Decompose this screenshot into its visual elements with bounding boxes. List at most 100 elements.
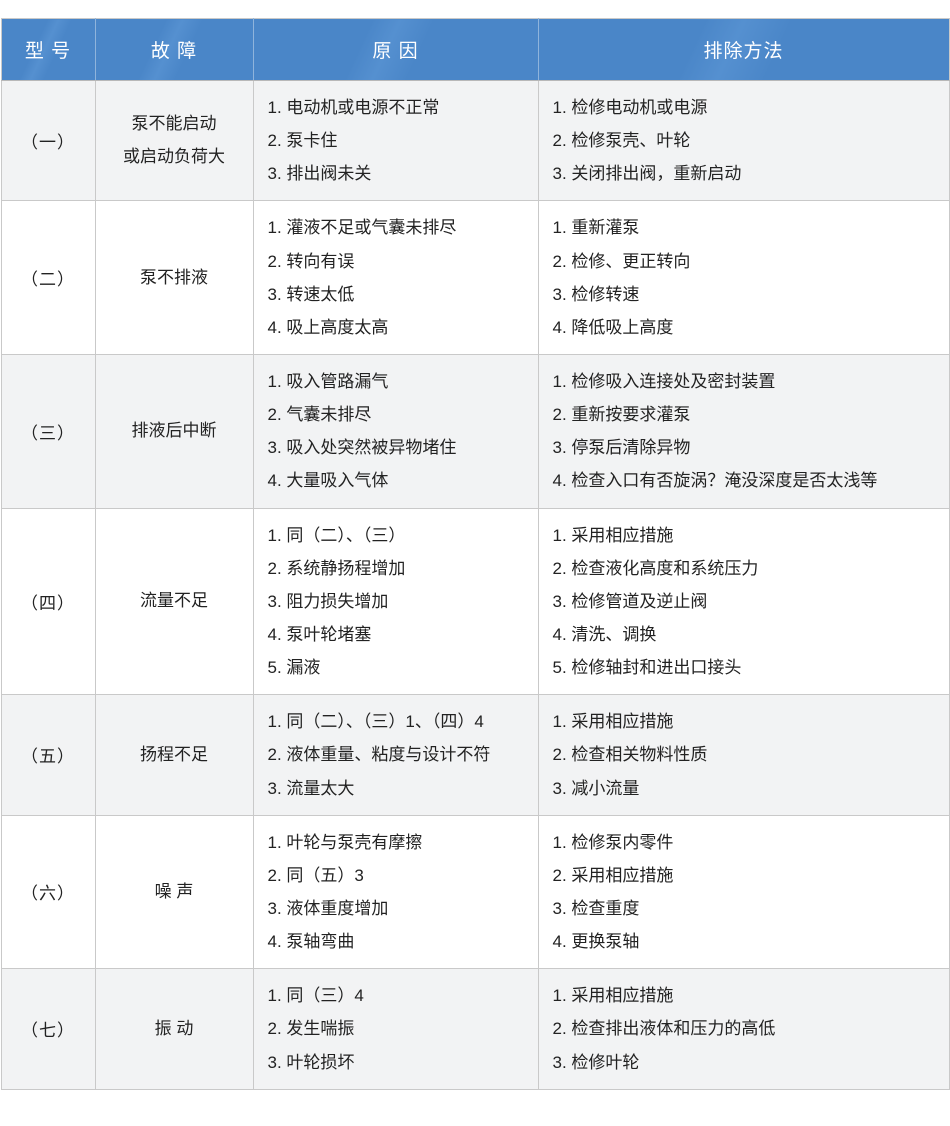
- fault-line: 振 动: [154, 1018, 194, 1038]
- cell-cause: 1. 吸入管路漏气 2. 气囊未排尽 3. 吸入处突然被异物堵住 4. 大量吸入气体: [253, 353, 539, 509]
- table-header: 型 号 故 障 原 因 排除方法: [1, 18, 949, 81]
- remedy-item: 1. 采用相应措施: [552, 712, 674, 732]
- cell-cause: 1. 电动机或电源不正常 2. 泵卡住 3. 排出阀未关: [253, 79, 539, 201]
- cell-remedy: 1. 重新灌泵 2. 检修、更正转向 3. 检修转速 4. 降低吸上高度: [538, 200, 949, 355]
- cause-item: 2. 转向有误: [267, 251, 355, 271]
- remedy-item: 2. 检查排出液体和压力的高低: [552, 1019, 776, 1039]
- fault-line: 流量不足: [140, 591, 208, 611]
- cause-item: 2. 泵卡住: [267, 131, 338, 151]
- remedy-item: 1. 检修吸入连接处及密封装置: [552, 371, 776, 391]
- cause-item: 1. 同（三）4: [267, 986, 364, 1006]
- header-row: 型 号 故 障 原 因 排除方法: [1, 18, 949, 81]
- remedy-item: 3. 检修管道及逆止阀: [552, 591, 708, 611]
- cell-cause: 1. 灌液不足或气囊未排尽 2. 转向有误 3. 转速太低 4. 吸上高度太高: [253, 200, 539, 355]
- remedy-item: 2. 检查液化高度和系统压力: [552, 558, 759, 578]
- cause-item: 1. 同（二）、（三）: [267, 525, 406, 545]
- cell-fault: 振 动: [95, 968, 254, 1090]
- remedy-item: 3. 关闭排出阀，重新启动: [552, 164, 742, 184]
- cause-item: 3. 转速太低: [267, 284, 355, 304]
- cell-remedy: 1. 检修吸入连接处及密封装置 2. 重新按要求灌泵 3. 停泵后清除异物 4. 检查…: [538, 353, 949, 509]
- cell-fault: 扬程不足: [95, 694, 254, 816]
- cause-item: 1. 电动机或电源不正常: [267, 98, 440, 117]
- cell-remedy: 1. 采用相应措施 2. 检查液化高度和系统压力 3. 检修管道及逆止阀 4. 清洗、…: [538, 507, 949, 695]
- remedy-item: 1. 重新灌泵: [552, 218, 640, 238]
- cause-item: 4. 吸上高度太高: [267, 317, 389, 337]
- remedy-item: 2. 检修泵壳、叶轮: [552, 131, 691, 151]
- pump-troubleshooting-table: 型 号 故 障 原 因 排除方法 （一） 泵不能启动 或启动负荷大 1. 电动机或电源…: [0, 18, 950, 1090]
- cell-fault: 噪 声: [95, 814, 254, 969]
- table-row: （四） 流量不足 1. 同（二）、（三） 2. 系统静扬程增加 3. 阻力损失增加 4. …: [1, 507, 949, 695]
- cause-item: 5. 漏液: [267, 658, 321, 678]
- cell-remedy-list: 1. 重新灌泵 2. 检修、更正转向 3. 检修转速 4. 降低吸上高度: [553, 211, 949, 344]
- cell-model: （一）: [1, 79, 96, 201]
- remedy-item: 4. 检查入口有否旋涡？淹没深度是否太浅等: [552, 471, 878, 491]
- cell-cause-list: 1. 吸入管路漏气 2. 气囊未排尽 3. 吸入处突然被异物堵住 4. 大量吸入气体: [268, 365, 538, 498]
- remedy-item: 3. 检查重度: [552, 898, 640, 918]
- fault-line: 排液后中断: [131, 421, 217, 441]
- table-row: （一） 泵不能启动 或启动负荷大 1. 电动机或电源不正常 2. 泵卡住 3. 排出阀未关…: [1, 79, 949, 201]
- cause-item: 2. 发生喘振: [267, 1019, 355, 1039]
- cell-remedy: 1. 采用相应措施 2. 检查相关物料性质 3. 减小流量: [538, 694, 949, 816]
- remedy-item: 1. 采用相应措施: [552, 525, 674, 545]
- table-row: （六） 噪 声 1. 叶轮与泵壳有摩擦 2. 同（五）3 3. 液体重度增加 4. 泵轴弯…: [1, 814, 949, 969]
- cell-cause-list: 1. 叶轮与泵壳有摩擦 2. 同（五）3 3. 液体重度增加 4. 泵轴弯曲: [268, 826, 538, 959]
- cell-remedy-list: 1. 检修电动机或电源 2. 检修泵壳、叶轮 3. 关闭排出阀，重新启动: [553, 91, 949, 190]
- fault-line: 噪 声: [154, 881, 194, 901]
- cell-remedy-list: 1. 检修泵内零件 2. 采用相应措施 3. 检查重度 4. 更换泵轴: [553, 826, 949, 959]
- remedy-item: 3. 检修叶轮: [552, 1052, 640, 1072]
- cause-item: 3. 叶轮损坏: [267, 1052, 355, 1072]
- remedy-item: 2. 检修、更正转向: [552, 251, 691, 271]
- cell-cause-list: 1. 同（三）4 2. 发生喘振 3. 叶轮损坏: [268, 979, 538, 1078]
- cause-item: 2. 系统静扬程增加: [267, 558, 406, 578]
- cell-remedy-list: 1. 采用相应措施 2. 检查液化高度和系统压力 3. 检修管道及逆止阀 4. 清洗、…: [553, 519, 949, 685]
- cause-item: 4. 泵轴弯曲: [267, 932, 355, 952]
- column-header-cause: 原 因: [253, 18, 539, 81]
- cell-model: （五）: [1, 694, 96, 816]
- cause-item: 2. 气囊未排尽: [267, 405, 372, 425]
- remedy-item: 2. 采用相应措施: [552, 865, 674, 885]
- cause-item: 1. 同（二）、（三）1、（四）4: [267, 712, 484, 732]
- cause-item: 1. 吸入管路漏气: [267, 371, 389, 391]
- cause-item: 4. 泵叶轮堵塞: [267, 624, 372, 644]
- table-row: （七） 振 动 1. 同（三）4 2. 发生喘振 3. 叶轮损坏 1. 采用相应措施 2. …: [1, 968, 949, 1090]
- remedy-item: 2. 检查相关物料性质: [552, 745, 708, 765]
- cause-item: 3. 排出阀未关: [267, 164, 372, 184]
- remedy-item: 5. 检修轴封和进出口接头: [552, 658, 742, 678]
- cell-fault: 排液后中断: [95, 353, 254, 509]
- table-row: （二） 泵不排液 1. 灌液不足或气囊未排尽 2. 转向有误 3. 转速太低 4. 吸上高…: [1, 200, 949, 355]
- cell-cause-list: 1. 同（二）、（三） 2. 系统静扬程增加 3. 阻力损失增加 4. 泵叶轮堵塞 5.…: [268, 519, 538, 685]
- cause-item: 4. 大量吸入气体: [267, 471, 389, 491]
- column-header-fault: 故 障: [95, 18, 254, 81]
- cell-cause: 1. 同（三）4 2. 发生喘振 3. 叶轮损坏: [253, 968, 539, 1090]
- remedy-item: 4. 更换泵轴: [552, 932, 640, 952]
- remedy-item: 4. 降低吸上高度: [552, 317, 674, 337]
- cell-remedy-list: 1. 检修吸入连接处及密封装置 2. 重新按要求灌泵 3. 停泵后清除异物 4. 检查…: [553, 365, 949, 498]
- cell-cause-list: 1. 电动机或电源不正常 2. 泵卡住 3. 排出阀未关: [268, 91, 538, 190]
- fault-line: 扬程不足: [140, 744, 208, 764]
- fault-line: 或启动负荷大: [123, 146, 225, 166]
- cause-item: 1. 叶轮与泵壳有摩擦: [267, 832, 423, 852]
- cell-fault: 流量不足: [95, 507, 254, 695]
- cell-remedy: 1. 检修泵内零件 2. 采用相应措施 3. 检查重度 4. 更换泵轴: [538, 814, 949, 969]
- cell-model: （六）: [1, 814, 96, 969]
- cause-item: 3. 吸入处突然被异物堵住: [267, 438, 457, 458]
- cell-cause: 1. 同（二）、（三）1、（四）4 2. 液体重量、粘度与设计不符 3. 流量太大: [253, 694, 539, 816]
- remedy-item: 1. 采用相应措施: [552, 986, 674, 1006]
- fault-table-container: 型 号 故 障 原 因 排除方法 （一） 泵不能启动 或启动负荷大 1. 电动机或电源…: [0, 18, 950, 1090]
- cause-item: 2. 同（五）3: [267, 865, 364, 885]
- cell-model: （四）: [1, 507, 96, 695]
- remedy-item: 2. 重新按要求灌泵: [552, 405, 691, 425]
- table-row: （三） 排液后中断 1. 吸入管路漏气 2. 气囊未排尽 3. 吸入处突然被异物堵住 4.…: [1, 353, 949, 509]
- cell-cause: 1. 同（二）、（三） 2. 系统静扬程增加 3. 阻力损失增加 4. 泵叶轮堵塞 5.…: [253, 507, 539, 695]
- remedy-item: 1. 检修泵内零件: [552, 832, 674, 852]
- cause-item: 3. 液体重度增加: [267, 898, 389, 918]
- cell-fault: 泵不能启动 或启动负荷大: [95, 79, 254, 201]
- cell-model: （三）: [1, 353, 96, 509]
- fault-line: 泵不排液: [140, 267, 208, 287]
- cell-cause: 1. 叶轮与泵壳有摩擦 2. 同（五）3 3. 液体重度增加 4. 泵轴弯曲: [253, 814, 539, 969]
- cell-cause-list: 1. 灌液不足或气囊未排尽 2. 转向有误 3. 转速太低 4. 吸上高度太高: [268, 211, 538, 344]
- remedy-item: 3. 减小流量: [552, 778, 640, 798]
- cause-item: 1. 灌液不足或气囊未排尽: [267, 218, 457, 238]
- cell-remedy-list: 1. 采用相应措施 2. 检查排出液体和压力的高低 3. 检修叶轮: [553, 979, 949, 1078]
- column-header-remedy: 排除方法: [538, 18, 949, 81]
